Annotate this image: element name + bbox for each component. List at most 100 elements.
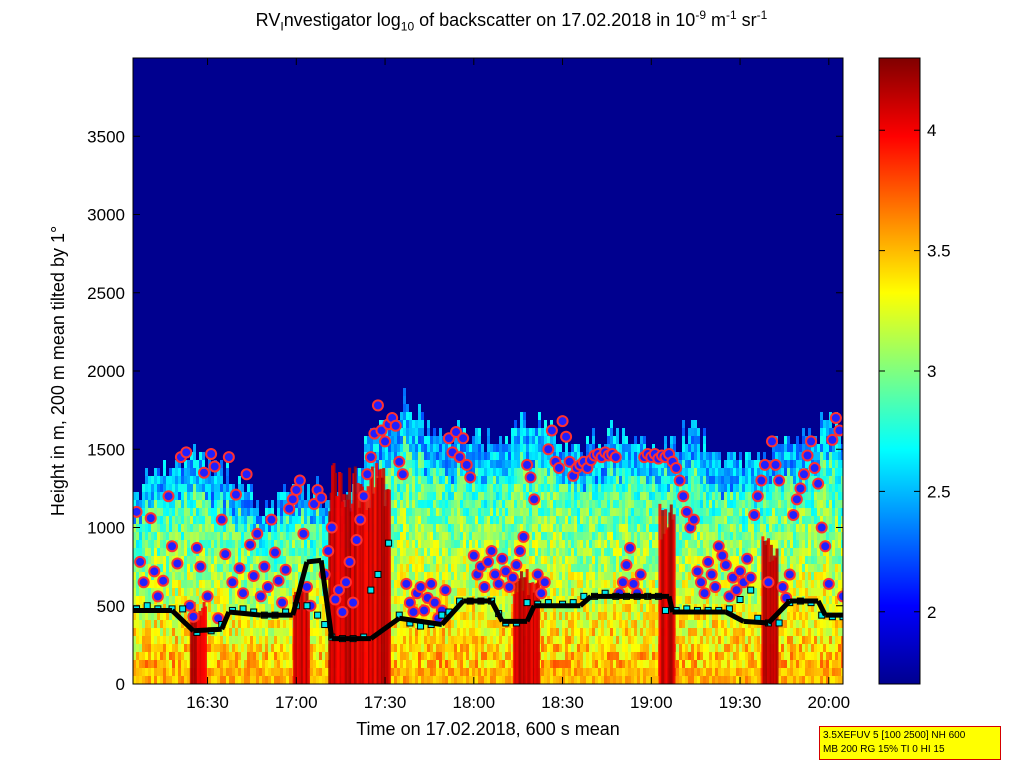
heatmap-cell bbox=[271, 508, 274, 516]
heatmap-cell bbox=[586, 500, 589, 508]
heatmap-cell bbox=[151, 628, 154, 636]
heatmap-cell bbox=[649, 580, 652, 588]
heatmap-cell bbox=[280, 500, 283, 508]
heatmap-cell bbox=[409, 500, 412, 508]
heatmap-cell bbox=[142, 564, 145, 572]
heatmap-cell bbox=[133, 676, 136, 684]
heatmap-cell bbox=[385, 476, 388, 484]
heatmap-cell bbox=[637, 660, 640, 668]
heatmap-cell bbox=[175, 492, 178, 500]
heatmap-cell bbox=[598, 492, 601, 500]
heatmap-cell bbox=[631, 564, 634, 572]
heatmap-cell bbox=[229, 628, 232, 636]
heatmap-cell bbox=[598, 676, 601, 684]
heatmap-cell bbox=[454, 500, 457, 508]
heatmap-cell bbox=[217, 580, 220, 588]
heatmap-cell bbox=[451, 636, 454, 644]
heatmap-cell bbox=[589, 612, 592, 620]
heatmap-cell bbox=[457, 540, 460, 548]
heatmap-cell bbox=[481, 540, 484, 548]
heatmap-cell bbox=[316, 636, 319, 644]
heatmap-cell bbox=[634, 468, 637, 476]
heatmap-cell bbox=[358, 476, 361, 484]
heatmap-cell bbox=[613, 564, 616, 572]
heatmap-cell bbox=[595, 612, 598, 620]
heatmap-cell bbox=[454, 612, 457, 620]
heatmap-cell bbox=[640, 628, 643, 636]
heatmap-cell bbox=[400, 668, 403, 676]
heatmap-cell bbox=[565, 508, 568, 516]
heatmap-cell bbox=[496, 660, 499, 668]
heatmap-cell bbox=[547, 500, 550, 508]
heatmap-cell bbox=[577, 540, 580, 548]
heatmap-cell bbox=[406, 572, 409, 580]
heatmap-cell bbox=[634, 636, 637, 644]
heatmap-cell bbox=[421, 452, 424, 460]
heatmap-cell bbox=[172, 588, 175, 596]
heatmap-cell bbox=[481, 444, 484, 452]
heatmap-cell bbox=[631, 524, 634, 532]
heatmap-cell bbox=[364, 460, 367, 468]
heatmap-cell bbox=[241, 524, 244, 532]
heatmap-cell bbox=[535, 564, 538, 572]
heatmap-cell bbox=[490, 628, 493, 636]
heatmap-cell bbox=[418, 468, 421, 476]
heatmap-cell bbox=[394, 580, 397, 588]
heatmap-cell bbox=[283, 516, 286, 524]
heatmap-cell bbox=[598, 548, 601, 556]
heatmap-cell bbox=[469, 532, 472, 540]
heatmap-cell bbox=[292, 564, 295, 572]
heatmap-cell bbox=[523, 516, 526, 524]
heatmap-cell bbox=[508, 548, 511, 556]
heatmap-cell bbox=[250, 564, 253, 572]
heatmap-cell bbox=[235, 532, 238, 540]
heatmap-cell bbox=[535, 540, 538, 548]
heatmap-cell bbox=[481, 468, 484, 476]
heatmap-cell bbox=[610, 556, 613, 564]
heatmap-cell bbox=[139, 644, 142, 652]
heatmap-cell bbox=[211, 532, 214, 540]
heatmap-cell bbox=[277, 588, 280, 596]
heatmap-cell bbox=[652, 612, 655, 620]
heatmap-cell bbox=[442, 668, 445, 676]
heatmap-cell bbox=[445, 644, 448, 652]
heatmap-cell bbox=[229, 660, 232, 668]
heatmap-cell bbox=[391, 668, 394, 676]
heatmap-cell bbox=[235, 620, 238, 628]
heatmap-cell bbox=[532, 540, 535, 548]
heatmap-cell bbox=[283, 540, 286, 548]
heatmap-cell bbox=[391, 588, 394, 596]
heatmap-cell bbox=[412, 452, 415, 460]
heatmap-cell bbox=[628, 484, 631, 492]
heatmap-cell bbox=[457, 524, 460, 532]
heatmap-cell bbox=[529, 508, 532, 516]
heatmap-cell bbox=[286, 620, 289, 628]
heatmap-cell bbox=[544, 540, 547, 548]
heatmap-cell bbox=[448, 660, 451, 668]
heatmap-cell bbox=[484, 452, 487, 460]
heatmap-cell bbox=[490, 620, 493, 628]
heatmap-cell bbox=[580, 492, 583, 500]
heatmap-cell bbox=[595, 596, 598, 604]
heatmap-cell bbox=[439, 500, 442, 508]
heatmap-cell bbox=[544, 652, 547, 660]
heatmap-cell bbox=[571, 644, 574, 652]
heatmap-cell bbox=[490, 564, 493, 572]
heatmap-cell bbox=[202, 492, 205, 500]
heatmap-cell bbox=[256, 604, 259, 612]
heatmap-cell bbox=[295, 564, 298, 572]
heatmap-cell bbox=[181, 668, 184, 676]
heatmap-cell bbox=[226, 644, 229, 652]
heatmap-cell bbox=[172, 596, 175, 604]
heatmap-cell bbox=[460, 572, 463, 580]
heatmap-cell bbox=[574, 652, 577, 660]
heatmap-cell bbox=[262, 652, 265, 660]
heatmap-cell bbox=[247, 644, 250, 652]
heatmap-cell bbox=[514, 500, 517, 508]
heatmap-cell bbox=[226, 660, 229, 668]
heatmap-cell bbox=[307, 540, 310, 548]
heatmap-cell bbox=[463, 572, 466, 580]
heatmap-cell bbox=[595, 476, 598, 484]
heatmap-cell bbox=[415, 564, 418, 572]
heatmap-cell bbox=[430, 484, 433, 492]
